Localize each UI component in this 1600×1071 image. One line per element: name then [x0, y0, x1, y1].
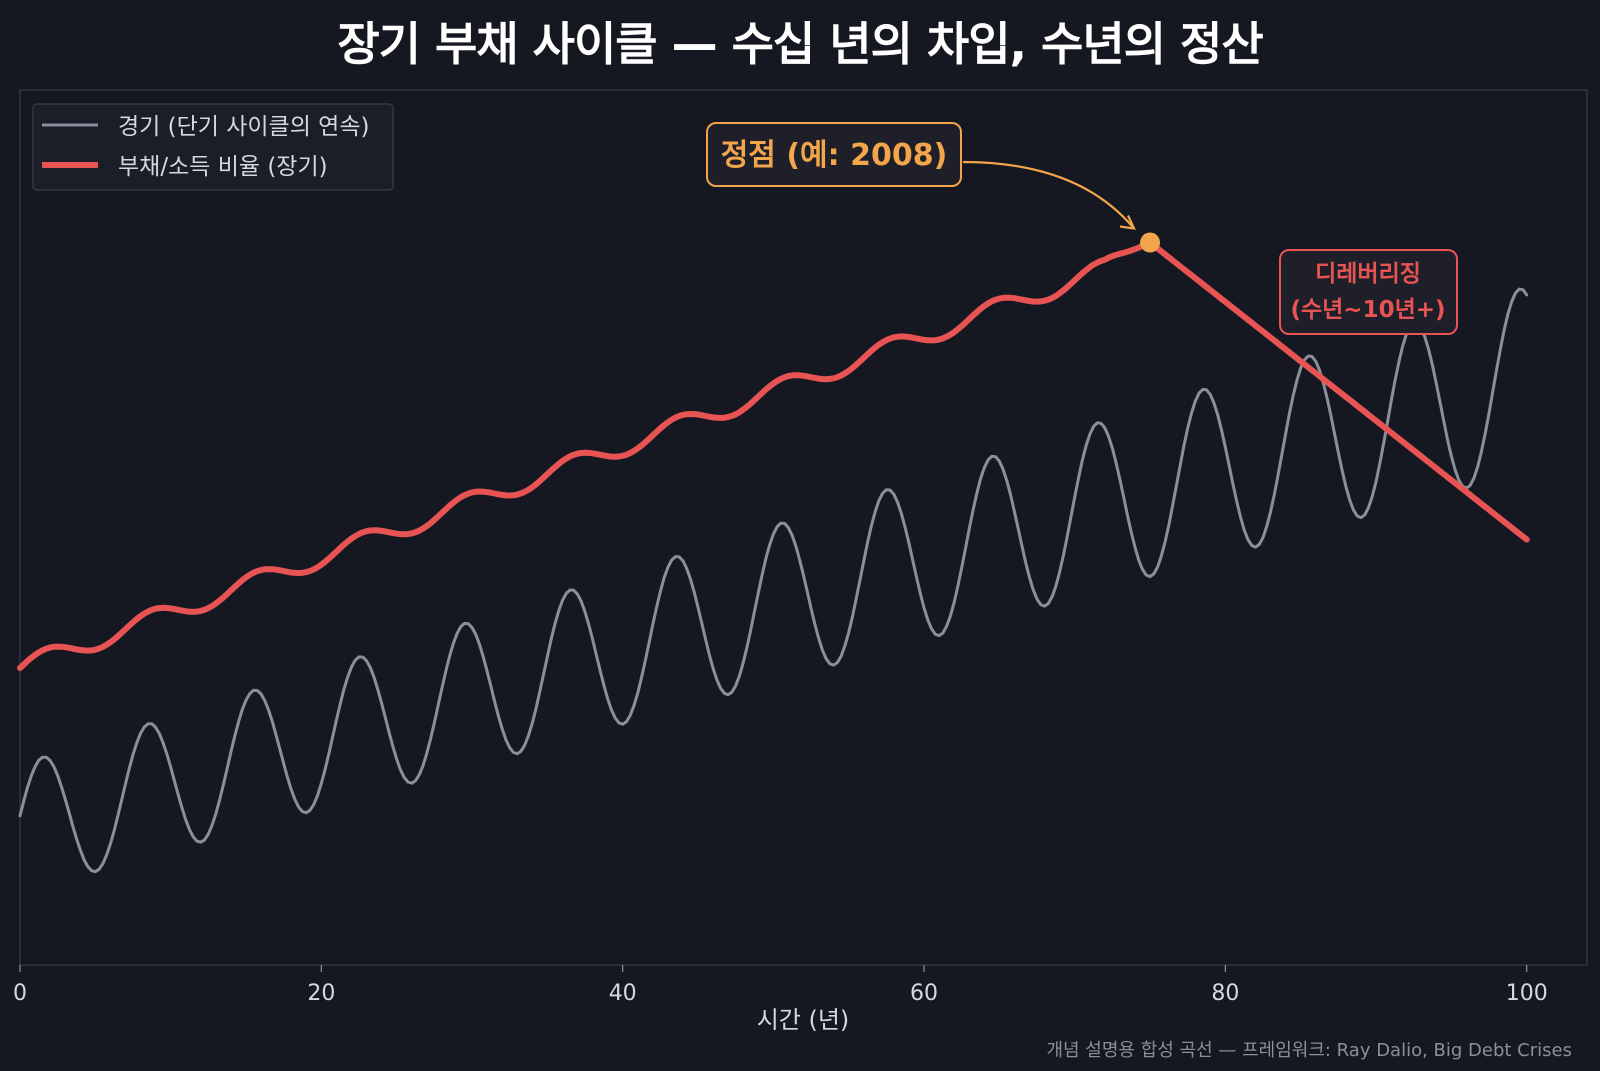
x-axis: 0 20 40 60 80 100 — [13, 965, 1548, 1006]
deleveraging-label-line2: (수년~10년+) — [1290, 297, 1445, 323]
x-tick-label: 80 — [1211, 981, 1239, 1006]
x-axis-label: 시간 (년) — [757, 1006, 850, 1034]
peak-annotation-box — [706, 122, 962, 187]
legend-label-debt: 부채/소득 비율 (장기) — [118, 154, 328, 180]
x-tick-label: 100 — [1506, 981, 1548, 1006]
legend-label-economy: 경기 (단기 사이클의 연속) — [118, 114, 369, 140]
footnote: 개념 설명용 합성 곡선 — 프레임워크: Ray Dalio, Big Deb… — [1046, 1040, 1572, 1061]
deleveraging-annotation: 디레버리징 (수년~10년+) — [1279, 249, 1458, 335]
peak-arrowhead — [1119, 215, 1136, 230]
peak-arrow — [962, 160, 1135, 230]
x-tick-label: 60 — [910, 981, 938, 1006]
legend-box — [32, 103, 394, 191]
x-tick-label: 0 — [13, 981, 27, 1006]
peak-annotation-label: 정점 (예: 2008) — [721, 138, 948, 173]
x-tick-label: 40 — [609, 981, 637, 1006]
deleveraging-label-line1: 디레버리징 — [1315, 261, 1421, 287]
deleveraging-box — [1279, 249, 1458, 335]
x-tick-label: 20 — [307, 981, 335, 1006]
legend: 경기 (단기 사이클의 연속) 부채/소득 비율 (장기) — [32, 103, 394, 191]
chart-title: 장기 부채 사이클 — 수십 년의 차입, 수년의 정산 — [337, 17, 1263, 71]
peak-annotation: 정점 (예: 2008) — [706, 122, 1161, 253]
series-line-economy — [18, 287, 1529, 874]
peak-marker — [1140, 232, 1161, 253]
series-line-debt — [17, 239, 1530, 671]
series-layer — [17, 239, 1530, 874]
plot-frame — [19, 89, 1588, 966]
